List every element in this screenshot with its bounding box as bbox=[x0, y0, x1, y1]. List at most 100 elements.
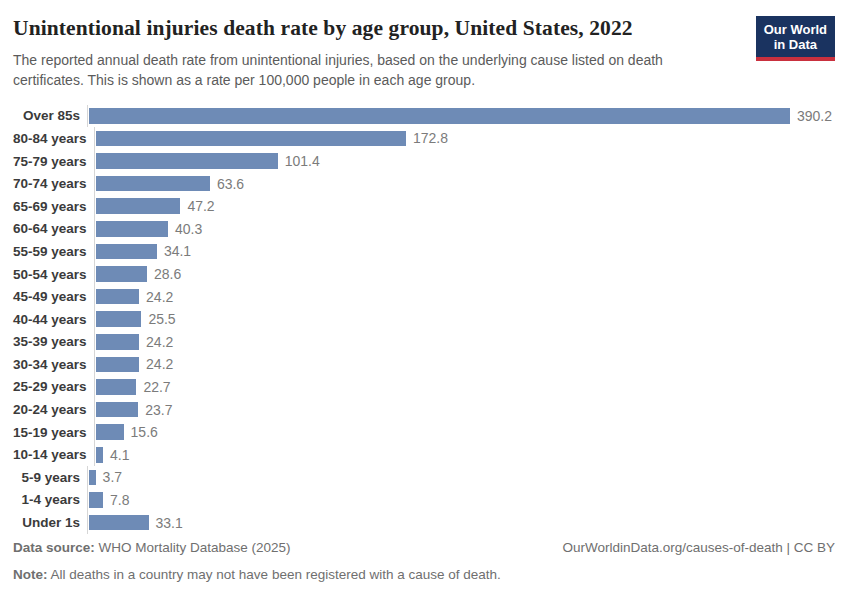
bar bbox=[96, 244, 157, 260]
value-label: 34.1 bbox=[164, 243, 191, 259]
category-label: 25-29 years bbox=[13, 379, 94, 394]
bar-row: 65-69 years 47.2 bbox=[13, 195, 835, 218]
bar-plot-area: 28.6 bbox=[94, 263, 835, 286]
value-label: 390.2 bbox=[797, 108, 832, 124]
bar bbox=[96, 289, 140, 305]
bar bbox=[89, 108, 790, 124]
category-label: 5-9 years bbox=[13, 470, 87, 485]
bar-plot-area: 4.1 bbox=[94, 443, 835, 466]
value-label: 101.4 bbox=[285, 153, 320, 169]
bar bbox=[96, 424, 124, 440]
bar-row: 70-74 years 63.6 bbox=[13, 172, 835, 195]
bar bbox=[89, 492, 103, 508]
value-label: 28.6 bbox=[154, 266, 181, 282]
bar-row: 5-9 years 3.7 bbox=[13, 466, 835, 489]
bar-row: Under 1s 33.1 bbox=[13, 511, 835, 534]
bar-plot-area: 390.2 bbox=[87, 105, 835, 128]
chart-page: Unintentional injuries death rate by age… bbox=[0, 0, 850, 600]
owid-url-link[interactable]: OurWorldinData.org/causes-of-death | CC … bbox=[562, 534, 835, 561]
value-label: 24.2 bbox=[146, 356, 173, 372]
bar-row: 55-59 years 34.1 bbox=[13, 240, 835, 263]
bar bbox=[96, 198, 181, 214]
bar bbox=[96, 131, 406, 147]
bar-row: 35-39 years 24.2 bbox=[13, 330, 835, 353]
bar-plot-area: 47.2 bbox=[94, 195, 835, 218]
bar-plot-area: 24.2 bbox=[94, 330, 835, 353]
bar-plot-area: 34.1 bbox=[94, 240, 835, 263]
bar bbox=[96, 334, 140, 350]
category-label: 10-14 years bbox=[13, 447, 94, 462]
bar-row: 15-19 years 15.6 bbox=[13, 421, 835, 444]
chart-subtitle: The reported annual death rate from unin… bbox=[13, 51, 723, 91]
bar-plot-area: 24.2 bbox=[94, 353, 835, 376]
bar bbox=[96, 221, 168, 237]
category-label: Over 85s bbox=[13, 108, 87, 123]
bar-plot-area: 172.8 bbox=[94, 127, 835, 150]
value-label: 15.6 bbox=[131, 424, 158, 440]
value-label: 25.5 bbox=[148, 311, 175, 327]
bar-plot-area: 33.1 bbox=[87, 511, 835, 534]
chart-header: Unintentional injuries death rate by age… bbox=[13, 14, 835, 91]
value-label: 47.2 bbox=[187, 198, 214, 214]
bar-plot-area: 63.6 bbox=[94, 172, 835, 195]
chart-title: Unintentional injuries death rate by age… bbox=[13, 16, 744, 42]
note-label: Note: bbox=[13, 567, 48, 582]
bar-row: 20-24 years 23.7 bbox=[13, 398, 835, 421]
bar-plot-area: 15.6 bbox=[94, 421, 835, 444]
bar-row: 25-29 years 22.7 bbox=[13, 376, 835, 399]
bar bbox=[96, 379, 137, 395]
category-label: 50-54 years bbox=[13, 267, 94, 282]
bar bbox=[96, 266, 147, 282]
data-source-line: Data source: WHO Mortality Database (202… bbox=[13, 534, 501, 561]
category-label: 35-39 years bbox=[13, 334, 94, 349]
bar-plot-area: 3.7 bbox=[87, 466, 835, 489]
bar bbox=[96, 357, 140, 373]
value-label: 24.2 bbox=[146, 334, 173, 350]
bar-plot-area: 23.7 bbox=[94, 398, 835, 421]
owid-logo-line1: Our World bbox=[764, 22, 827, 37]
bar-row: 1-4 years 7.8 bbox=[13, 489, 835, 512]
chart-rows: Over 85s 390.2 80-84 years 172.8 75-79 y… bbox=[13, 105, 835, 534]
category-label: 70-74 years bbox=[13, 176, 94, 191]
category-label: 1-4 years bbox=[13, 492, 87, 507]
category-label: 55-59 years bbox=[13, 244, 94, 259]
data-source-label: Data source: bbox=[13, 540, 95, 555]
bar-row: 30-34 years 24.2 bbox=[13, 353, 835, 376]
value-label: 4.1 bbox=[110, 447, 129, 463]
bar-plot-area: 40.3 bbox=[94, 218, 835, 241]
bar-plot-area: 22.7 bbox=[94, 376, 835, 399]
bar bbox=[96, 447, 103, 463]
value-label: 40.3 bbox=[175, 221, 202, 237]
value-label: 7.8 bbox=[110, 492, 129, 508]
chart-footer: Data source: WHO Mortality Database (202… bbox=[13, 534, 835, 588]
bar bbox=[96, 402, 139, 418]
data-source-text: WHO Mortality Database (2025) bbox=[95, 540, 291, 555]
bar-row: 40-44 years 25.5 bbox=[13, 308, 835, 331]
category-label: 40-44 years bbox=[13, 312, 94, 327]
value-label: 172.8 bbox=[413, 130, 448, 146]
bar-row: 10-14 years 4.1 bbox=[13, 443, 835, 466]
category-label: 30-34 years bbox=[13, 357, 94, 372]
bar-chart: Over 85s 390.2 80-84 years 172.8 75-79 y… bbox=[13, 105, 835, 534]
value-label: 63.6 bbox=[217, 176, 244, 192]
bar-row: Over 85s 390.2 bbox=[13, 105, 835, 128]
bar-row: 75-79 years 101.4 bbox=[13, 150, 835, 173]
category-label: 45-49 years bbox=[13, 289, 94, 304]
bar-plot-area: 25.5 bbox=[94, 308, 835, 331]
bar-plot-area: 101.4 bbox=[94, 150, 835, 173]
value-label: 33.1 bbox=[156, 515, 183, 531]
bar-row: 45-49 years 24.2 bbox=[13, 285, 835, 308]
category-label: 15-19 years bbox=[13, 425, 94, 440]
owid-logo[interactable]: Our World in Data bbox=[756, 16, 835, 61]
bar bbox=[96, 311, 142, 327]
bar bbox=[96, 153, 278, 169]
bar-row: 50-54 years 28.6 bbox=[13, 263, 835, 286]
category-label: 75-79 years bbox=[13, 154, 94, 169]
bar-plot-area: 24.2 bbox=[94, 285, 835, 308]
header-text: Unintentional injuries death rate by age… bbox=[13, 14, 756, 91]
note-text: All deaths in a country may not have bee… bbox=[48, 567, 501, 582]
value-label: 22.7 bbox=[143, 379, 170, 395]
category-label: 65-69 years bbox=[13, 199, 94, 214]
footer-left: Data source: WHO Mortality Database (202… bbox=[13, 534, 501, 588]
bar-row: 80-84 years 172.8 bbox=[13, 127, 835, 150]
